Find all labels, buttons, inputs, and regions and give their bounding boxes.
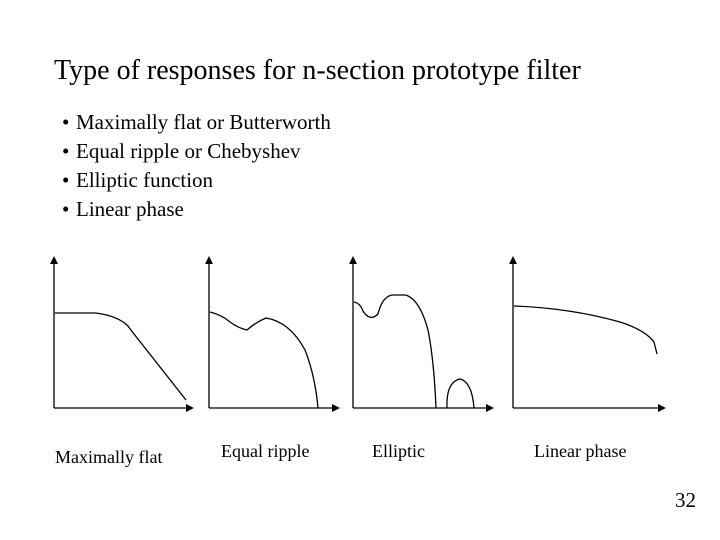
equal-ripple-panel: [205, 256, 340, 412]
equal-ripple-curve: [209, 311, 319, 409]
caption-equal-ripple: Equal ripple: [221, 441, 310, 461]
page-number: 32: [675, 488, 696, 512]
caption-maximally-flat: Maximally flat: [55, 447, 163, 467]
bullet-item: • Elliptic function: [62, 166, 331, 195]
bullet-dot: •: [62, 197, 70, 221]
bullet-list: • Maximally flat or Butterworth • Equal ri…: [62, 108, 331, 224]
bullet-item: • Linear phase: [62, 195, 331, 224]
caption-elliptic: Elliptic: [372, 441, 425, 461]
linear-phase-curve: [513, 305, 658, 355]
maximally-flat-curve: [55, 312, 187, 401]
elliptic-stopband-lobe: [446, 378, 475, 409]
bullet-text: Equal ripple or Chebyshev: [76, 139, 301, 163]
maximally-flat-panel: [50, 256, 194, 412]
elliptic-passband-curve: [353, 294, 437, 409]
slide-title: Type of responses for n-section prototyp…: [54, 55, 581, 86]
bullet-text: Elliptic function: [76, 168, 214, 192]
caption-linear-phase: Linear phase: [534, 441, 627, 461]
bullet-text: Linear phase: [76, 197, 184, 221]
bullet-dot: •: [62, 139, 70, 163]
bullet-dot: •: [62, 168, 70, 192]
elliptic-panel: [349, 256, 494, 412]
bullet-text: Maximally flat or Butterworth: [76, 110, 331, 134]
bullet-item: • Equal ripple or Chebyshev: [62, 137, 331, 166]
linear-phase-panel: [509, 256, 666, 412]
bullet-item: • Maximally flat or Butterworth: [62, 108, 331, 137]
bullet-dot: •: [62, 110, 70, 134]
